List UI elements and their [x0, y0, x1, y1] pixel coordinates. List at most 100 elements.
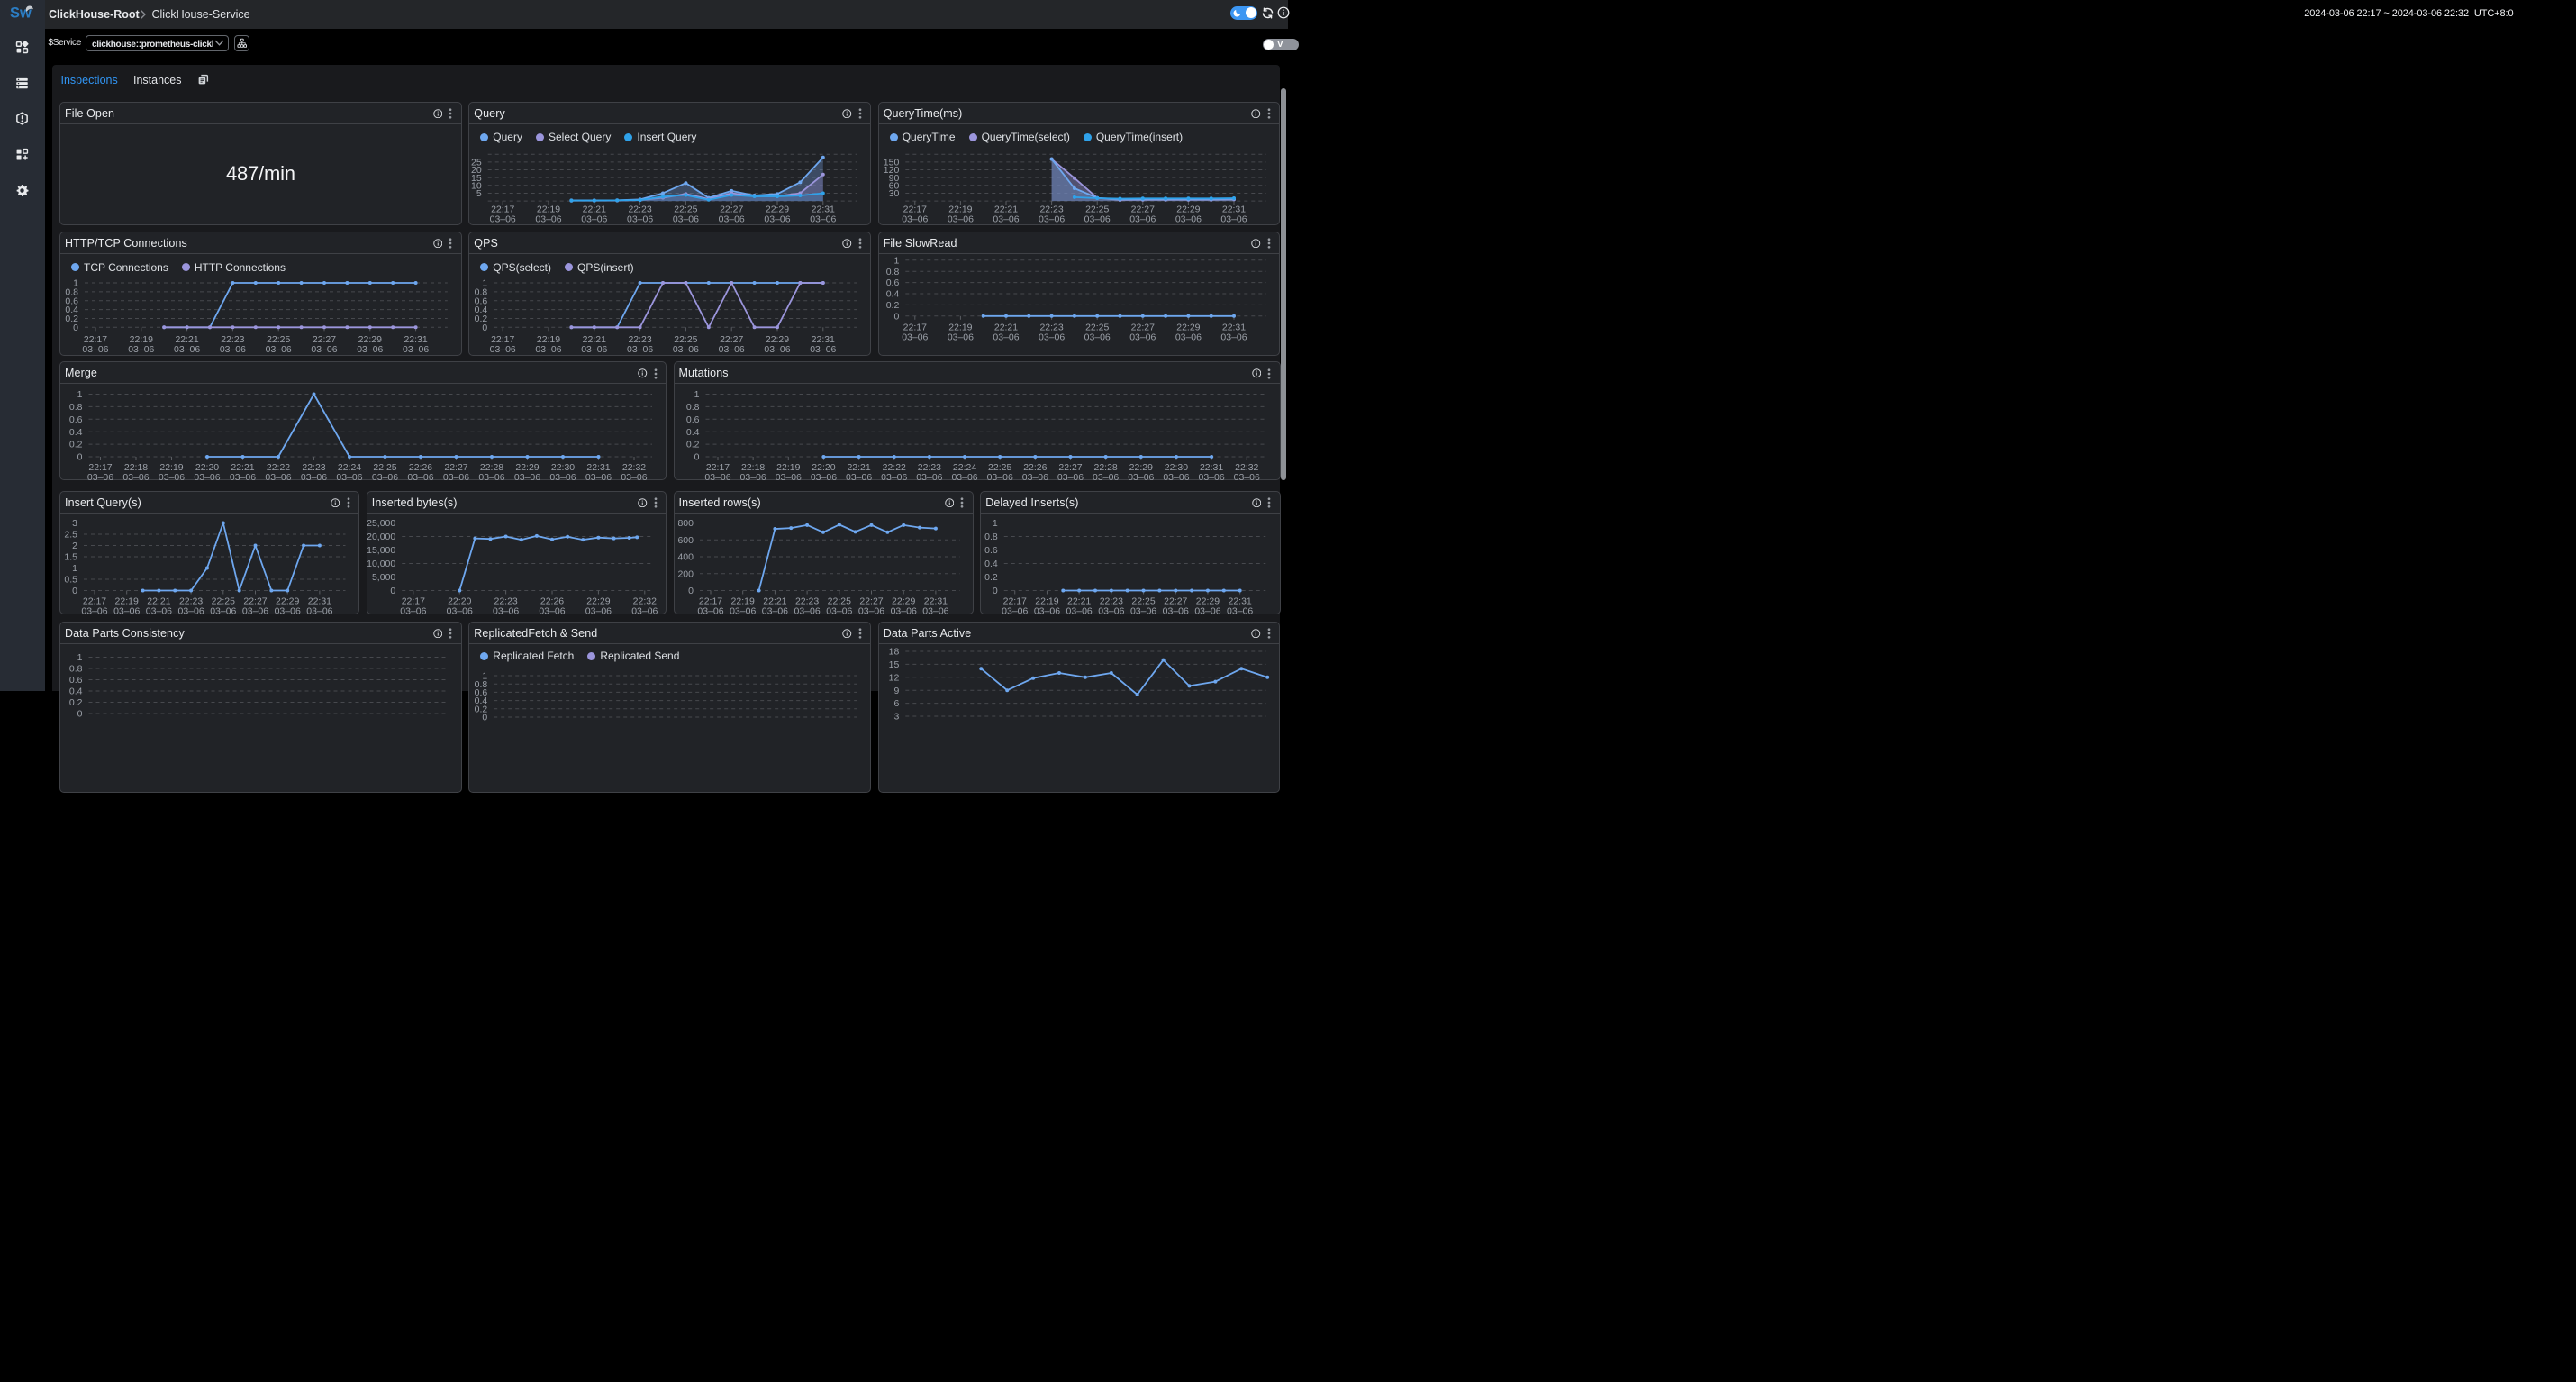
svg-text:03–06: 03–06 — [585, 605, 612, 615]
svg-text:03–06: 03–06 — [514, 472, 540, 481]
svg-text:03–06: 03–06 — [230, 472, 256, 481]
svg-text:03–06: 03–06 — [1034, 605, 1060, 615]
svg-text:03–06: 03–06 — [1129, 214, 1156, 224]
svg-text:03–06: 03–06 — [719, 344, 745, 354]
svg-text:22:21: 22:21 — [583, 205, 606, 214]
svg-text:22:17: 22:17 — [84, 335, 107, 345]
svg-text:03–06: 03–06 — [1220, 332, 1247, 342]
svg-text:0.2: 0.2 — [69, 698, 83, 708]
svg-text:22:29: 22:29 — [586, 596, 610, 606]
svg-text:22:31: 22:31 — [923, 596, 947, 606]
svg-text:10,000: 10,000 — [367, 559, 395, 569]
svg-text:600: 600 — [677, 534, 694, 545]
svg-text:1: 1 — [483, 671, 488, 681]
svg-text:03–06: 03–06 — [549, 472, 576, 481]
svg-text:0: 0 — [483, 713, 488, 723]
svg-text:03–06: 03–06 — [627, 214, 653, 224]
svg-text:03–06: 03–06 — [1130, 605, 1156, 615]
svg-text:150: 150 — [883, 158, 899, 168]
svg-text:22:19: 22:19 — [537, 335, 560, 345]
svg-text:22:19: 22:19 — [776, 462, 800, 473]
svg-text:03–06: 03–06 — [794, 605, 820, 615]
svg-text:22:17: 22:17 — [903, 323, 926, 332]
svg-text:22:32: 22:32 — [1235, 462, 1258, 473]
svg-text:30: 30 — [888, 189, 899, 199]
svg-text:22:25: 22:25 — [212, 596, 235, 606]
svg-text:0.6: 0.6 — [885, 278, 899, 288]
svg-text:5: 5 — [476, 189, 482, 199]
svg-text:03–06: 03–06 — [811, 214, 837, 224]
svg-text:03–06: 03–06 — [1163, 605, 1189, 615]
svg-text:22:24: 22:24 — [338, 462, 361, 473]
svg-text:120: 120 — [883, 166, 899, 176]
svg-text:22:23: 22:23 — [1039, 205, 1063, 214]
svg-text:03–06: 03–06 — [275, 605, 301, 615]
svg-text:22:31: 22:31 — [812, 205, 835, 214]
svg-text:03–06: 03–06 — [478, 472, 504, 481]
svg-text:03–06: 03–06 — [306, 605, 332, 615]
svg-text:03–06: 03–06 — [372, 472, 398, 481]
svg-text:22:30: 22:30 — [1164, 462, 1187, 473]
svg-text:0.4: 0.4 — [65, 305, 78, 315]
svg-text:22:31: 22:31 — [1222, 323, 1246, 332]
svg-text:6: 6 — [893, 699, 899, 709]
svg-text:03–06: 03–06 — [1002, 605, 1028, 615]
svg-text:22:19: 22:19 — [1036, 596, 1059, 606]
svg-text:0.8: 0.8 — [69, 402, 83, 413]
svg-text:03–06: 03–06 — [986, 472, 1012, 481]
svg-text:0.8: 0.8 — [685, 402, 699, 413]
svg-text:03–06: 03–06 — [536, 214, 562, 224]
svg-text:03–06: 03–06 — [582, 344, 608, 354]
svg-text:03–06: 03–06 — [1039, 332, 1065, 342]
svg-text:22:25: 22:25 — [1085, 205, 1109, 214]
svg-text:03–06: 03–06 — [400, 605, 426, 615]
svg-text:03–06: 03–06 — [242, 605, 268, 615]
svg-text:03–06: 03–06 — [1227, 605, 1253, 615]
svg-text:22:26: 22:26 — [540, 596, 564, 606]
svg-text:03–06: 03–06 — [1233, 472, 1259, 481]
svg-text:0.2: 0.2 — [885, 300, 899, 310]
svg-text:22:21: 22:21 — [994, 205, 1018, 214]
svg-text:03–06: 03–06 — [1175, 214, 1202, 224]
svg-text:0.6: 0.6 — [685, 414, 699, 425]
svg-text:22:22: 22:22 — [267, 462, 290, 473]
svg-text:03–06: 03–06 — [730, 605, 756, 615]
svg-text:22:27: 22:27 — [243, 596, 267, 606]
svg-text:22:19: 22:19 — [537, 205, 560, 214]
svg-text:22:20: 22:20 — [448, 596, 471, 606]
svg-text:20: 20 — [471, 166, 482, 176]
svg-text:03–06: 03–06 — [113, 605, 140, 615]
svg-text:03–06: 03–06 — [128, 344, 154, 354]
svg-text:22:32: 22:32 — [632, 596, 656, 606]
svg-text:22:31: 22:31 — [1222, 205, 1246, 214]
svg-text:22:17: 22:17 — [698, 596, 721, 606]
svg-text:22:27: 22:27 — [1130, 205, 1154, 214]
svg-text:03–06: 03–06 — [1066, 605, 1093, 615]
svg-text:03–06: 03–06 — [704, 472, 730, 481]
svg-text:22:19: 22:19 — [948, 323, 972, 332]
svg-text:03–06: 03–06 — [311, 344, 337, 354]
svg-text:03–06: 03–06 — [220, 344, 246, 354]
svg-text:03–06: 03–06 — [902, 332, 928, 342]
svg-text:22:23: 22:23 — [1039, 323, 1063, 332]
svg-text:0.2: 0.2 — [475, 314, 488, 324]
svg-text:22:21: 22:21 — [583, 335, 606, 345]
svg-text:0.8: 0.8 — [885, 267, 899, 277]
svg-text:0.6: 0.6 — [69, 676, 83, 686]
svg-text:0: 0 — [483, 323, 488, 332]
svg-text:22:17: 22:17 — [83, 596, 106, 606]
svg-text:0.4: 0.4 — [984, 559, 998, 569]
svg-text:22:18: 22:18 — [124, 462, 148, 473]
svg-text:22:31: 22:31 — [1229, 596, 1252, 606]
svg-text:03–06: 03–06 — [1128, 472, 1154, 481]
svg-text:20,000: 20,000 — [367, 532, 395, 542]
svg-text:22:29: 22:29 — [1196, 596, 1220, 606]
svg-text:03–06: 03–06 — [673, 214, 699, 224]
svg-text:03–06: 03–06 — [1084, 332, 1110, 342]
svg-text:0.5: 0.5 — [64, 574, 77, 585]
svg-text:03–06: 03–06 — [902, 214, 928, 224]
svg-text:03–06: 03–06 — [1021, 472, 1048, 481]
svg-text:200: 200 — [677, 568, 694, 579]
svg-text:03–06: 03–06 — [881, 472, 907, 481]
svg-text:22:21: 22:21 — [847, 462, 870, 473]
